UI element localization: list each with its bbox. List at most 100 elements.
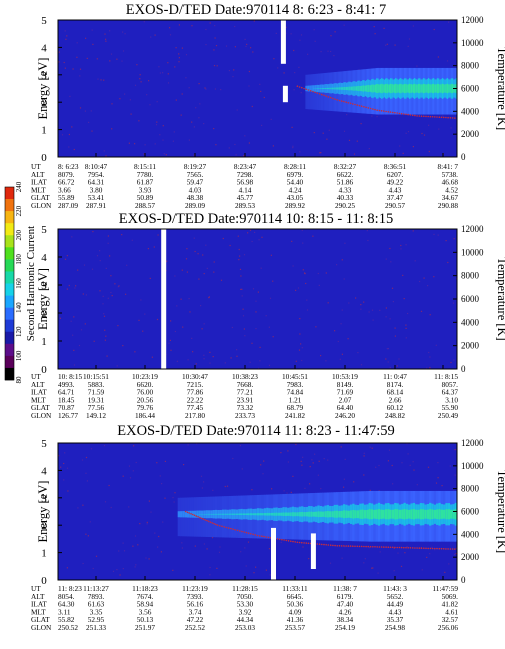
temperature-point [329, 96, 332, 99]
ephemeris-value: 3.93 [139, 185, 152, 194]
noise-dot [234, 46, 236, 48]
temperature-point [188, 512, 190, 514]
noise-dot [110, 53, 113, 55]
ephemeris-value: 11:33:11 [282, 584, 308, 593]
noise-dot [72, 334, 74, 336]
noise-dot [159, 134, 161, 136]
noise-dot [394, 335, 396, 337]
temperature-point [241, 530, 243, 533]
ephemeris-value: 8057. [442, 380, 459, 389]
temperature-point [245, 531, 248, 534]
temperature-point [227, 527, 230, 529]
noise-dot [112, 570, 115, 572]
y-axis-label: Energy [eV] [36, 268, 50, 330]
noise-dot [448, 21, 450, 23]
band-peak [441, 83, 444, 94]
temperature-point [423, 547, 425, 549]
noise-dot [265, 315, 267, 317]
temperature-point [296, 85, 299, 87]
temperature-point [425, 115, 427, 118]
noise-dot [243, 155, 245, 157]
noise-dot [277, 67, 279, 69]
temperature-point [236, 529, 239, 532]
ephemeris-value: 250.52 [58, 623, 78, 632]
band-peak [386, 83, 388, 94]
band-peak [436, 83, 439, 94]
plot-area [58, 443, 457, 580]
noise-dot [340, 323, 342, 325]
noise-dot [379, 309, 381, 311]
noise-dot [407, 312, 409, 315]
noise-dot [416, 65, 418, 67]
temperature-point [321, 543, 323, 546]
noise-dot [203, 123, 205, 125]
ephemeris-value: 8:32:27 [334, 162, 357, 171]
temperature-point [387, 546, 390, 548]
y2-tick-label: 8000 [461, 271, 480, 281]
noise-dot [247, 232, 249, 234]
noise-dot [174, 66, 176, 68]
temperature-point [363, 106, 365, 108]
ephemeris-value: 50.13 [137, 615, 154, 624]
temperature-point [423, 115, 425, 118]
noise-dot [405, 337, 407, 339]
band-peak [247, 513, 251, 516]
y2-tick-label: 0 [461, 364, 466, 374]
noise-dot [409, 464, 411, 466]
noise-dot [66, 255, 68, 257]
temperature-point [445, 116, 447, 119]
noise-dot [172, 140, 174, 142]
temperature-point [360, 545, 363, 548]
band-peak [450, 509, 453, 519]
band-peak [335, 87, 338, 90]
noise-dot [348, 302, 350, 304]
ephemeris-value: 11: 0:47 [383, 372, 407, 381]
band-peak [381, 83, 383, 94]
noise-dot [369, 446, 371, 448]
temperature-point [369, 545, 372, 548]
noise-dot [421, 132, 423, 135]
noise-dot [376, 116, 378, 118]
noise-dot [70, 320, 72, 322]
ephemeris-value: 7565. [187, 170, 204, 179]
ephemeris-value: 4.52 [445, 185, 458, 194]
y2-axis-label: Temperature [K] [495, 257, 505, 340]
noise-dot [442, 115, 444, 117]
ephemeris-value: 11: 8:15 [434, 372, 458, 381]
temperature-point [378, 546, 381, 548]
y2-tick-label: 2000 [461, 552, 480, 562]
band-peak [397, 84, 400, 93]
temperature-point [440, 547, 443, 550]
temperature-point [327, 544, 330, 546]
temperature-point [309, 90, 312, 92]
noise-dot [318, 284, 320, 286]
noise-dot [438, 128, 440, 130]
noise-dot [157, 234, 159, 236]
noise-dot [181, 47, 183, 49]
noise-dot [169, 34, 172, 36]
temperature-point [400, 546, 403, 549]
temperature-point [454, 548, 456, 550]
noise-dot [132, 545, 134, 547]
noise-dot [118, 550, 120, 552]
noise-dot [366, 230, 368, 232]
temperature-point [265, 536, 268, 538]
noise-dot [175, 99, 177, 101]
band-peak [419, 509, 423, 520]
ephemeris-value: 288.57 [135, 201, 155, 210]
noise-dot [110, 506, 112, 509]
noise-dot [249, 229, 252, 231]
ephemeris-value: 51.86 [337, 178, 354, 187]
noise-dot [135, 461, 137, 464]
ephemeris-value: 70.87 [58, 403, 75, 412]
noise-dot [186, 248, 188, 250]
ephemeris-value: 44.49 [387, 600, 404, 609]
noise-dot [435, 344, 437, 346]
ephemeris-value: 289.53 [235, 201, 255, 210]
noise-dot [66, 567, 68, 569]
noise-dot [301, 229, 303, 231]
noise-dot [385, 258, 387, 260]
y2-tick-label: 12000 [461, 224, 484, 234]
noise-dot [173, 131, 175, 133]
temperature-point [303, 87, 305, 90]
